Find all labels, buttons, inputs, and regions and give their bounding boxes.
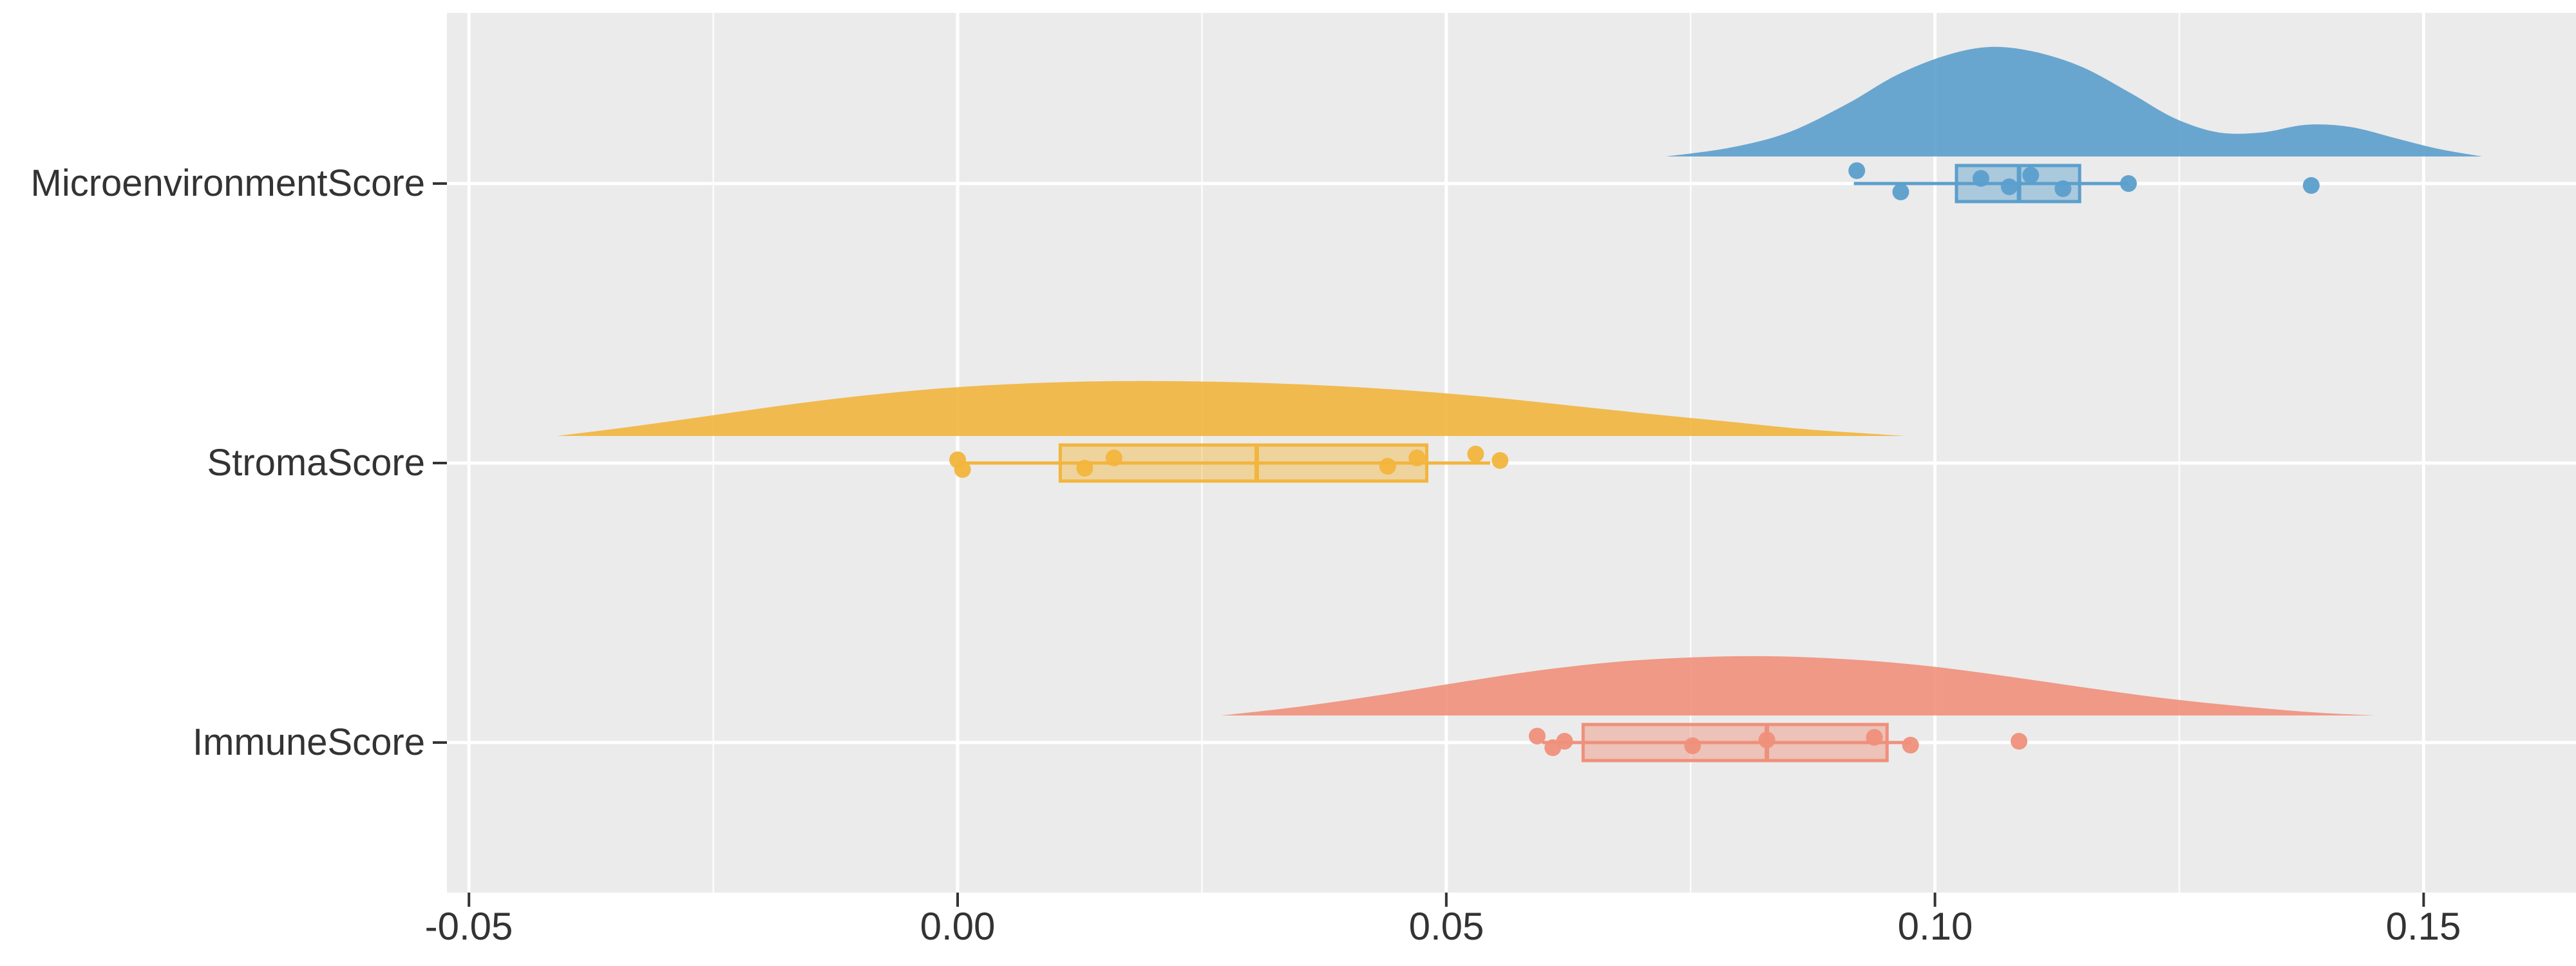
box-iqr [1058, 443, 1428, 483]
x-tick-label-010: 0.10 [1897, 905, 1973, 948]
density-cloud [1666, 46, 2483, 156]
data-point [2000, 178, 2018, 195]
density-cloud [1221, 656, 2375, 715]
data-point [1848, 162, 1866, 179]
data-point [2120, 175, 2137, 192]
x-tick-label-neg005: -0.05 [424, 905, 513, 948]
series-ImmuneScore [1221, 656, 2375, 762]
data-point [2054, 180, 2072, 197]
data-point [1076, 460, 1094, 477]
data-point [954, 461, 971, 478]
data-point [1379, 458, 1396, 475]
data-point [1892, 184, 1909, 200]
x-tick-label-000: 0.00 [920, 905, 996, 948]
y-axis-label-stromascore: StromaScore [207, 442, 425, 484]
series-StromaScore [556, 381, 1906, 483]
y-axis-label-immunescore: ImmuneScore [192, 721, 425, 763]
data-point [1528, 728, 1546, 744]
series-MicroenvironmentScore [1666, 46, 2483, 204]
data-point [1866, 729, 1883, 746]
data-point [2302, 177, 2320, 194]
data-point [1556, 733, 1573, 750]
data-point [1105, 450, 1122, 466]
data-point [1902, 737, 1919, 753]
density-cloud [556, 381, 1906, 436]
box-iqr [1581, 723, 1889, 762]
data-point [1467, 446, 1484, 462]
data-point [2011, 733, 2028, 750]
data-point [1492, 452, 1509, 469]
data-point [1758, 732, 1776, 748]
x-tick-label-015: 0.15 [2385, 905, 2461, 948]
data-point [2022, 167, 2040, 184]
y-axis-label-microenvironmentscore: MicroenvironmentScore [30, 162, 425, 204]
data-point [1408, 450, 1426, 466]
plot-panel [447, 13, 2576, 893]
data-point [1684, 737, 1701, 754]
x-tick-label-005: 0.05 [1408, 905, 1484, 948]
data-point [1972, 170, 1989, 187]
